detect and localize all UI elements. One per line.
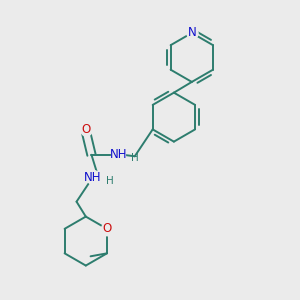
- Text: O: O: [82, 124, 91, 136]
- Text: H: H: [131, 153, 139, 164]
- Text: NH: NH: [84, 171, 102, 184]
- Text: N: N: [188, 26, 196, 39]
- Text: O: O: [102, 222, 112, 235]
- Text: NH: NH: [110, 148, 127, 161]
- Text: H: H: [106, 176, 113, 186]
